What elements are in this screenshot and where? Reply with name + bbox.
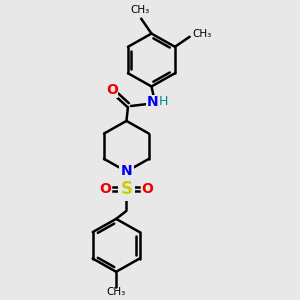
Text: CH₃: CH₃ (130, 5, 149, 15)
Text: O: O (142, 182, 154, 196)
Text: O: O (99, 182, 111, 196)
Text: CH₃: CH₃ (193, 29, 212, 39)
Text: S: S (120, 180, 132, 198)
Text: CH₃: CH₃ (106, 287, 126, 297)
Text: N: N (146, 95, 158, 109)
Text: N: N (121, 164, 132, 178)
Text: H: H (159, 95, 168, 108)
Text: O: O (106, 83, 118, 97)
